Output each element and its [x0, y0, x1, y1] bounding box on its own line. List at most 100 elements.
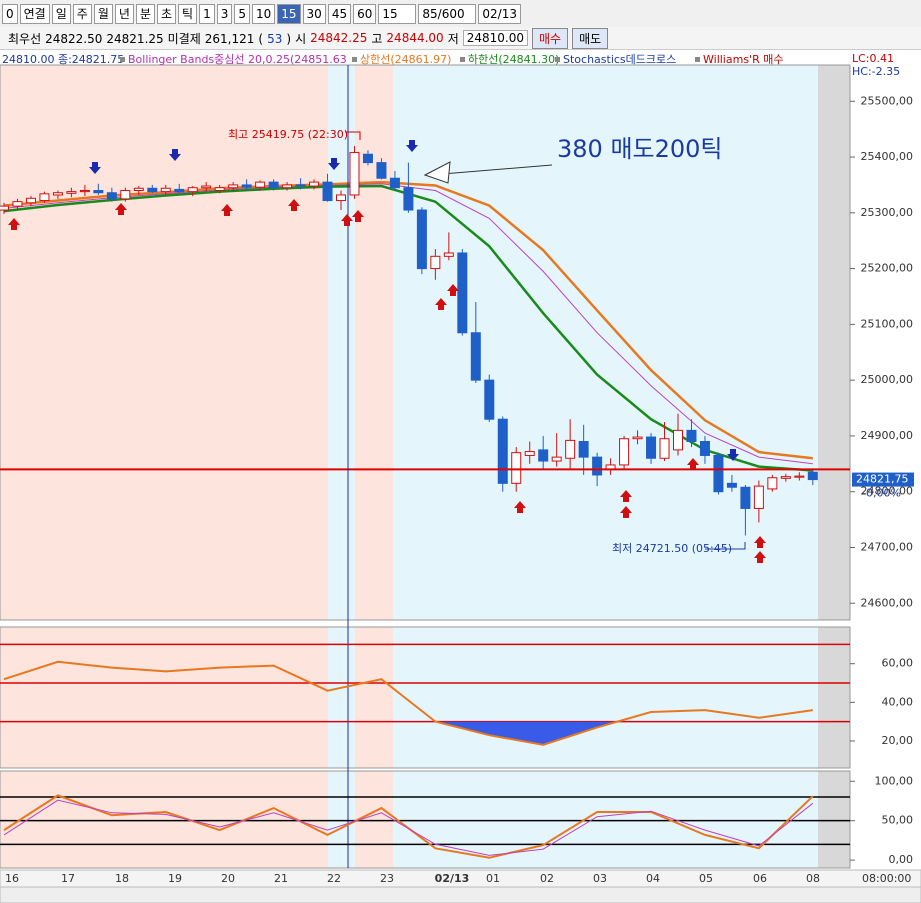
session-bg	[0, 65, 328, 620]
candle-body	[753, 485, 764, 509]
candle-body	[336, 194, 346, 202]
buy-signal	[620, 490, 632, 502]
toolbar-button[interactable]: 5	[234, 3, 250, 24]
candle-body	[767, 477, 778, 490]
sell-signal	[406, 140, 418, 152]
toolbar-button[interactable]: 30	[302, 3, 326, 24]
candle-body	[52, 192, 63, 196]
time-label: 03	[593, 872, 607, 885]
toolbar: 0 연결 일 주 월 년 분 초 틱 1 3 5 10 15 30 45 60 15 85/600 02/13	[0, 0, 921, 28]
toolbar-button[interactable]: 주	[72, 3, 92, 24]
count: 85/600	[418, 3, 477, 24]
toolbar-button[interactable]: 60	[353, 3, 377, 24]
buy-button[interactable]: 매수	[532, 27, 569, 49]
session-bg	[328, 65, 355, 620]
y-tick-label: 25300,00	[861, 206, 914, 219]
quote-item: 미결제	[167, 31, 201, 46]
time-label: 06	[753, 872, 767, 885]
quote-items: 최우선 24822.50 24821.25 미결제 261,121(53) 시	[4, 30, 306, 47]
y-tick-label: 25100,00	[861, 317, 914, 330]
legend-swatch	[555, 57, 560, 62]
candle-body	[12, 201, 23, 207]
time-label: 02	[540, 872, 554, 885]
candle-body	[214, 187, 225, 192]
toolbar-button[interactable]: 0	[2, 3, 18, 24]
quote-item: 24821.25	[106, 31, 164, 46]
toolbar-button[interactable]: 초	[156, 3, 177, 24]
candle-body	[794, 475, 805, 478]
candle-body	[403, 187, 414, 211]
buy-signal	[221, 204, 233, 216]
candle-body	[484, 379, 495, 420]
time-label: 17	[61, 872, 75, 885]
buy-signal	[341, 214, 353, 226]
candle-body	[673, 429, 683, 451]
y-tick-label: 25200,00	[861, 262, 914, 275]
candle-body	[322, 181, 333, 202]
candle-body	[268, 181, 279, 189]
time-label: 08	[806, 872, 820, 885]
last-price: 24821,75	[856, 473, 909, 486]
y-tick-label: 24900,00	[861, 429, 914, 442]
toolbar-button[interactable]: 15	[277, 3, 301, 24]
y-tick-label: 24600,00	[861, 596, 914, 609]
session-bg	[0, 771, 328, 868]
toolbar-button[interactable]: 월	[93, 3, 113, 24]
candle-body	[160, 187, 171, 193]
candle-body	[93, 190, 104, 194]
candle-body	[309, 181, 320, 187]
candle-body	[295, 184, 306, 187]
last-price-box	[852, 472, 914, 487]
buy-signal	[8, 218, 20, 230]
candle-body	[726, 482, 737, 488]
scrollbar	[0, 886, 921, 903]
candle-body	[713, 454, 724, 493]
legend-item: Williams'R 매수	[703, 53, 783, 66]
toolbar-button[interactable]: 45	[327, 3, 352, 24]
candle-body	[362, 153, 373, 164]
candle-body	[187, 187, 198, 193]
session-bg	[328, 771, 355, 868]
candle-body	[632, 436, 643, 440]
candle-body	[120, 190, 131, 200]
toolbar-button[interactable]: 틱	[178, 3, 198, 24]
candle-body	[619, 438, 630, 466]
legend-item: Stochastics데드크로스	[563, 53, 676, 66]
legend-item: Bollinger Bands중심선 20,0.25(24851.63	[128, 53, 347, 66]
candle-body	[578, 441, 589, 458]
toolbar-button[interactable]: 연결	[19, 3, 50, 24]
period-select: 15	[378, 3, 417, 24]
stoch-line	[3, 799, 814, 856]
lc: LC:0.41	[852, 52, 894, 65]
sell-signal	[89, 162, 101, 174]
toolbar-button[interactable]: 년	[114, 3, 134, 24]
chart: 24810.00 종:24821.75 Bollinger Bands중심선 20…	[0, 50, 921, 903]
time-label: 16	[5, 872, 19, 885]
osc-line	[3, 660, 813, 746]
candle-body	[106, 192, 117, 200]
candle-body	[201, 185, 212, 189]
y-tick-label: 24800,00	[861, 485, 914, 498]
y-tick-label: 25500,00	[861, 94, 914, 107]
session-bg	[393, 627, 818, 768]
toolbar-button[interactable]: 1	[199, 3, 215, 24]
time-label: 02/13	[435, 872, 470, 885]
session-bg	[393, 65, 818, 620]
toolbar-button[interactable]: 분	[135, 3, 155, 24]
sell-button[interactable]: 매도	[572, 27, 609, 49]
candle-body	[565, 439, 576, 459]
toolbar-button[interactable]: 일	[51, 3, 71, 24]
toolbar-button[interactable]: 10	[251, 3, 276, 24]
y-tick-label: 50,00	[882, 814, 914, 827]
legend-item: 하한선(24841.30)	[468, 52, 559, 66]
date: 02/13	[478, 3, 521, 24]
buy-signal	[514, 501, 526, 513]
candle-body	[497, 418, 508, 484]
candle-body	[133, 187, 144, 192]
candle-body	[147, 187, 158, 193]
toolbar-button[interactable]: 3	[216, 3, 233, 24]
quote-item: )	[286, 31, 292, 46]
time-label: 19	[168, 872, 182, 885]
quote-item: 24822.50	[45, 31, 103, 46]
y-tick-label: 20,00	[882, 734, 914, 747]
